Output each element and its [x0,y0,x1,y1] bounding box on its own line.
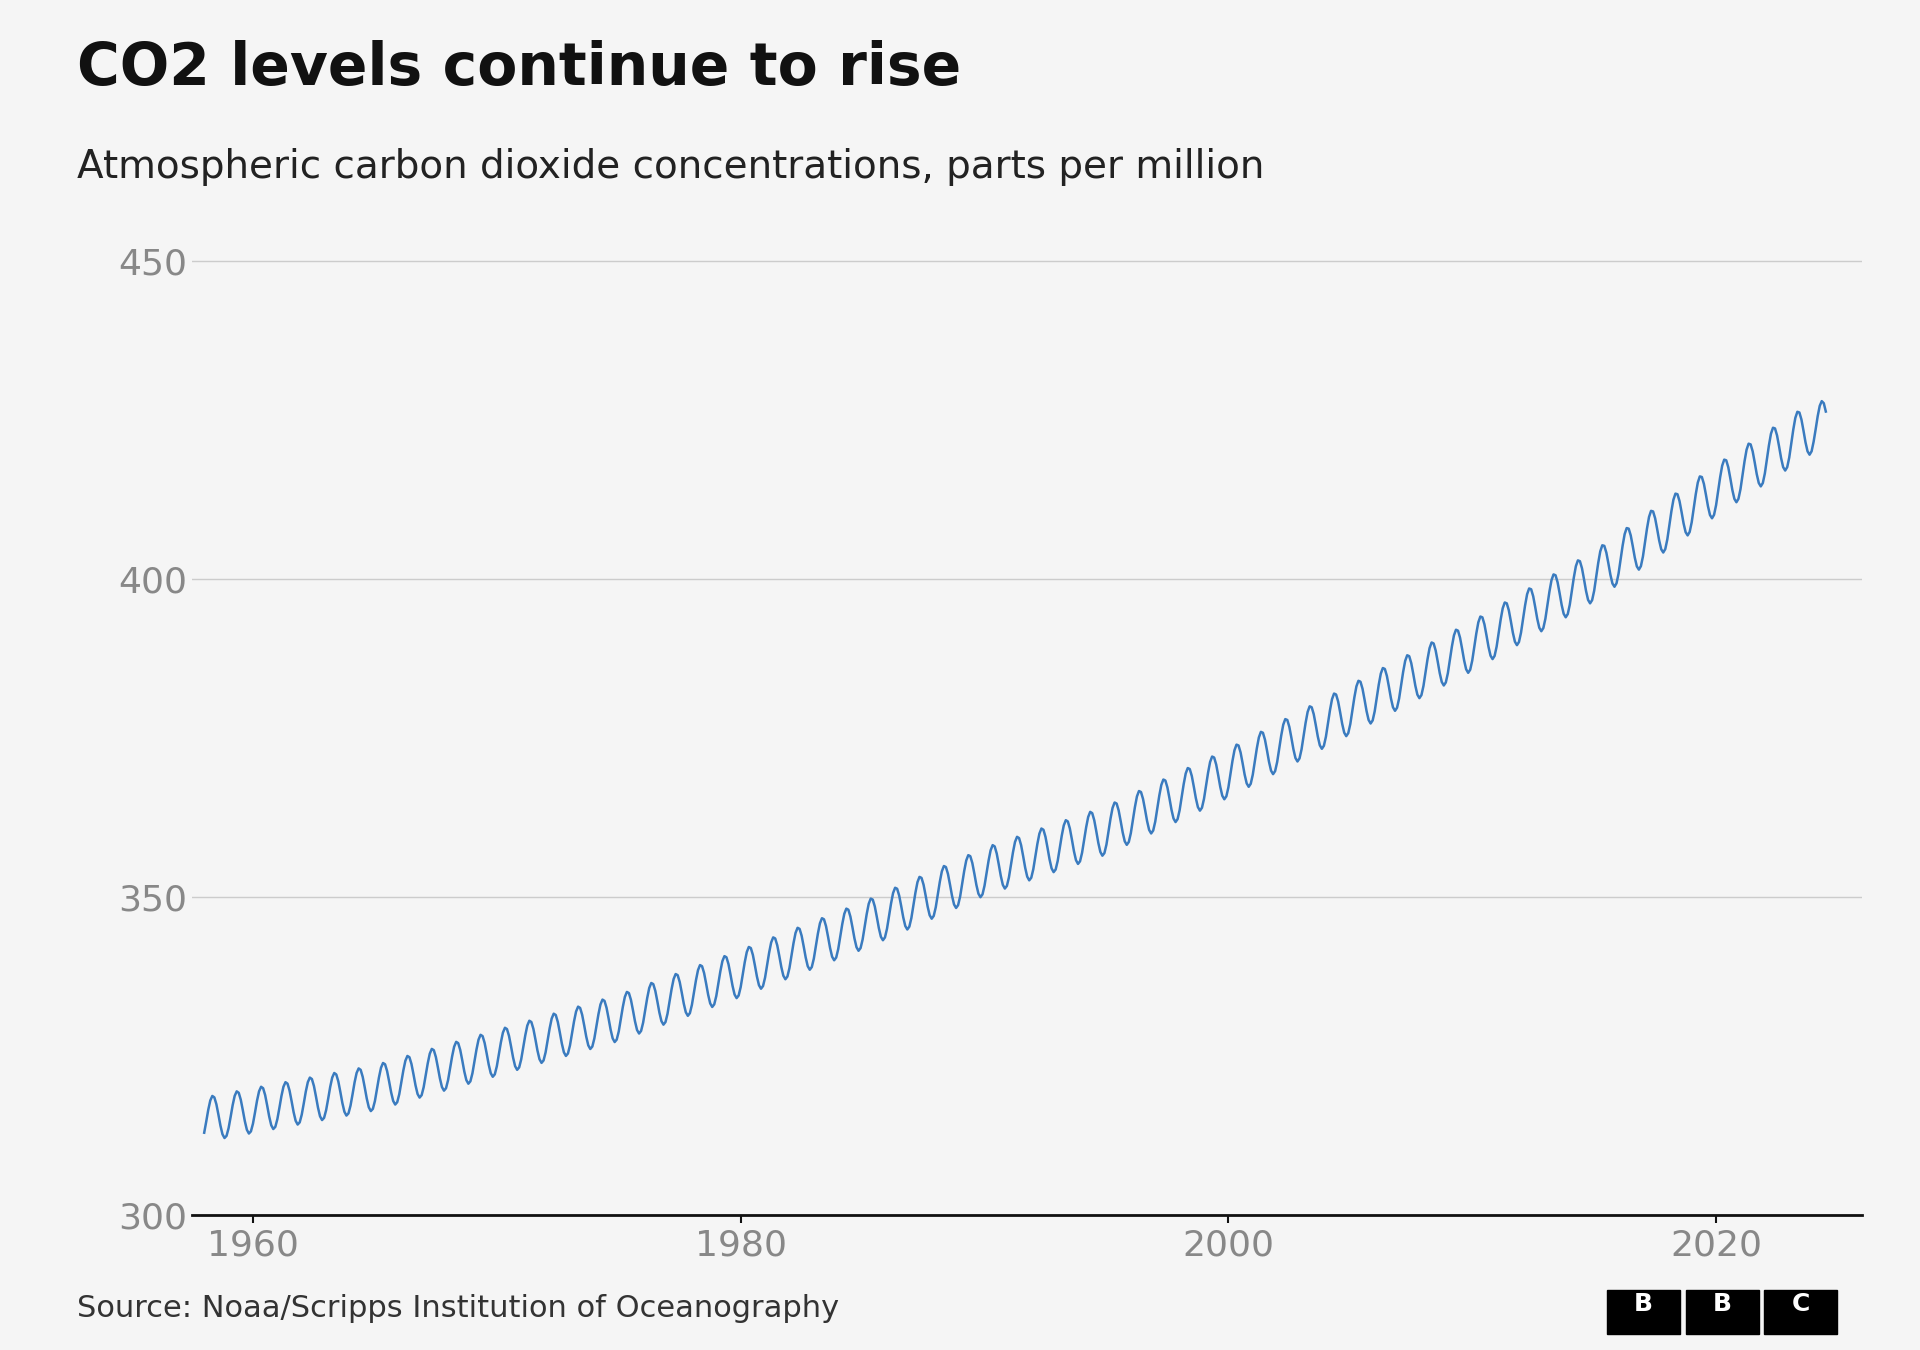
Text: B: B [1634,1292,1653,1316]
Text: CO2 levels continue to rise: CO2 levels continue to rise [77,40,962,97]
Text: B: B [1713,1292,1732,1316]
Text: Source: Noaa/Scripps Institution of Oceanography: Source: Noaa/Scripps Institution of Ocea… [77,1295,839,1323]
Text: Atmospheric carbon dioxide concentrations, parts per million: Atmospheric carbon dioxide concentration… [77,148,1263,186]
Text: C: C [1791,1292,1811,1316]
